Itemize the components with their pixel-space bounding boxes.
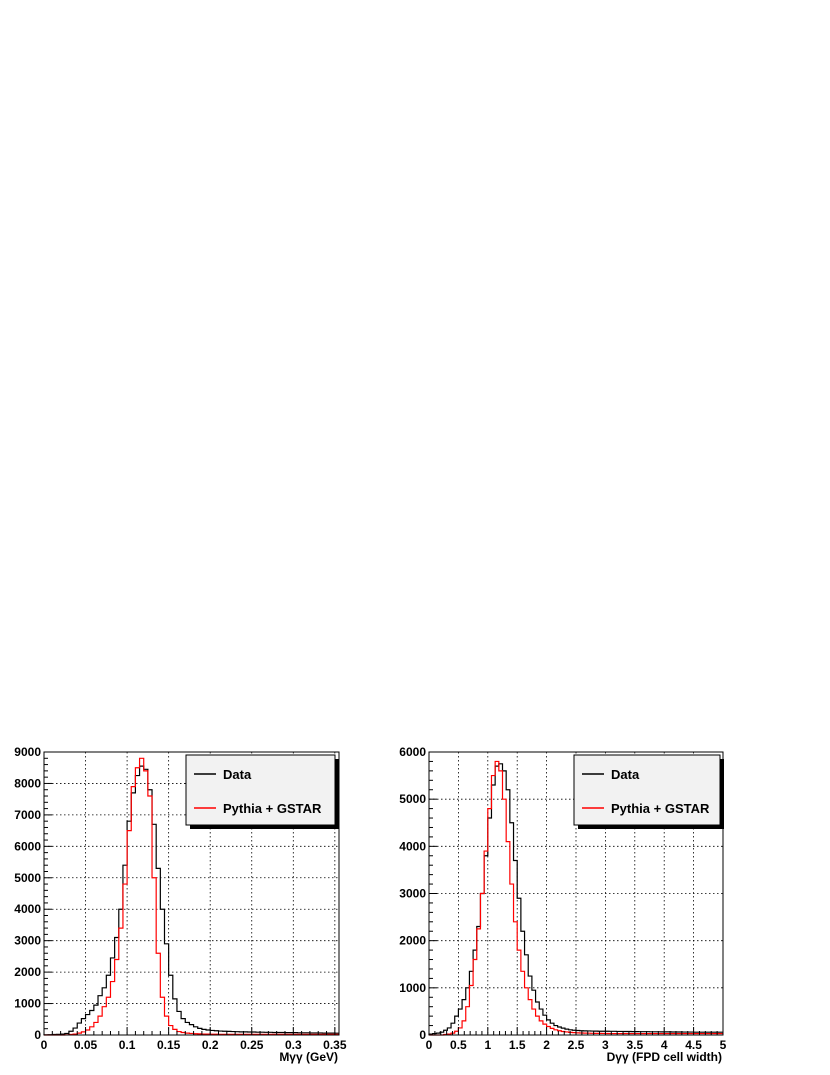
x-tick-label: 0.1: [119, 1038, 136, 1052]
y-tick-label: 5000: [399, 792, 426, 806]
legend-box: [185, 754, 336, 826]
legend-entry-label: Pythia + GSTAR: [611, 801, 710, 816]
y-tick-label: 1000: [14, 997, 41, 1011]
x-tick-label: 0.15: [157, 1038, 181, 1052]
y-tick-label: 0: [34, 1028, 41, 1042]
x-tick-label: 0.35: [323, 1038, 347, 1052]
x-tick-label: 0.5: [450, 1038, 467, 1052]
y-tick-label: 2000: [14, 965, 41, 979]
y-tick-label: 0: [419, 1028, 426, 1042]
histogram-series-1: [428, 763, 723, 1035]
y-tick-label: 4000: [399, 839, 426, 853]
histogram-series-1: [43, 765, 339, 1036]
x-tick-label: 4.5: [685, 1038, 702, 1052]
y-tick-label: 4000: [14, 902, 41, 916]
x-tick-label: 0.2: [202, 1038, 219, 1052]
y-tick-label: 5000: [14, 871, 41, 885]
y-tick-label: 8000: [14, 776, 41, 790]
y-tick-label: 3000: [399, 887, 426, 901]
legend-entry-label: Pythia + GSTAR: [223, 801, 322, 816]
x-tick-label: 0: [426, 1038, 433, 1052]
legend-box: [573, 754, 721, 826]
histogram-series-2: [429, 760, 723, 1036]
x-tick-label: 1: [484, 1038, 491, 1052]
x-tick-label: 1.5: [509, 1038, 526, 1052]
x-tick-label: 5: [720, 1038, 727, 1052]
y-tick-label: 1000: [399, 981, 426, 995]
x-tick-label: 0.05: [74, 1038, 98, 1052]
chart-panel-2: 0 0.5 1 1.5 2 2.5 3 3.5 4 4.5 5 0 1000 2000 3000 4000 50…: [399, 745, 726, 1064]
x-axis-label: Mγγ (GeV): [279, 1050, 338, 1064]
x-tick-label: 0: [41, 1038, 48, 1052]
x-tick-label: 0.25: [240, 1038, 264, 1052]
plot-frame: [43, 751, 340, 1036]
y-tick-label: 6000: [14, 839, 41, 853]
x-axis-label: Dγγ (FPD cell width): [607, 1050, 722, 1064]
y-tick-label: 2000: [399, 934, 426, 948]
legend-entry-label: Data: [611, 767, 640, 782]
y-tick-label: 7000: [14, 808, 41, 822]
x-tick-label: 2.5: [568, 1038, 585, 1052]
x-tick-label: 2: [543, 1038, 550, 1052]
x-tick-label: 3.5: [626, 1038, 643, 1052]
chart-panel-1: 0 0.05 0.1 0.15 0.2 0.25 0.3 0.35 0 1000 2000 3000 4…: [14, 745, 347, 1064]
y-tick-label: 3000: [14, 934, 41, 948]
x-tick-label: 3: [602, 1038, 609, 1052]
legend-entry-label: Data: [223, 767, 252, 782]
x-tick-label: 0.3: [285, 1038, 302, 1052]
y-tick-label: 9000: [14, 745, 41, 759]
x-tick-label: 4: [661, 1038, 668, 1052]
y-tick-label: 6000: [399, 745, 426, 759]
histogram-series-2: [44, 757, 339, 1036]
